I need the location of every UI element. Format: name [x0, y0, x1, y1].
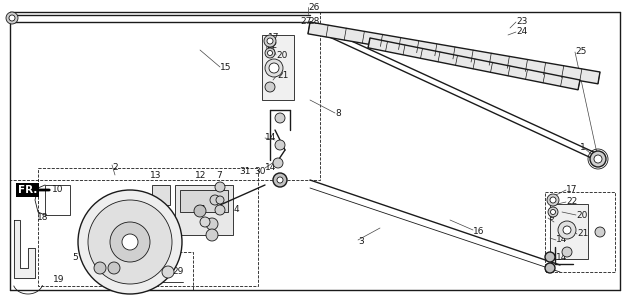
Text: 17: 17: [268, 33, 280, 42]
Circle shape: [108, 262, 120, 274]
Text: 14: 14: [265, 133, 276, 143]
Text: 27: 27: [300, 18, 312, 27]
Text: 13: 13: [150, 170, 161, 179]
Polygon shape: [14, 220, 35, 278]
Text: 21: 21: [277, 71, 289, 80]
Circle shape: [78, 190, 182, 294]
Text: 12: 12: [195, 170, 206, 179]
Circle shape: [265, 59, 283, 77]
Circle shape: [269, 63, 279, 73]
Circle shape: [267, 38, 273, 44]
Text: 14: 14: [265, 164, 276, 173]
Circle shape: [194, 205, 206, 217]
Text: 22: 22: [266, 42, 277, 51]
Circle shape: [94, 262, 106, 274]
Text: 17: 17: [566, 185, 577, 195]
Text: 3: 3: [358, 237, 364, 246]
Circle shape: [275, 113, 285, 123]
Text: 9: 9: [548, 213, 554, 222]
Text: 16: 16: [473, 228, 484, 237]
Circle shape: [265, 48, 275, 58]
Text: 22: 22: [566, 198, 577, 207]
Text: 31: 31: [239, 167, 250, 176]
Circle shape: [210, 195, 220, 205]
Text: 25: 25: [575, 48, 586, 57]
Circle shape: [594, 155, 602, 163]
Circle shape: [206, 229, 218, 241]
Circle shape: [275, 140, 285, 150]
Circle shape: [216, 196, 224, 204]
Circle shape: [545, 252, 555, 262]
Text: 11: 11: [196, 205, 207, 214]
Text: 7: 7: [216, 170, 221, 179]
Text: 2: 2: [112, 164, 118, 173]
Bar: [180, 190, 228, 212]
Circle shape: [215, 205, 225, 215]
Circle shape: [548, 207, 558, 217]
Text: 5: 5: [72, 254, 77, 263]
Bar: [152, 185, 170, 205]
Circle shape: [268, 51, 273, 56]
Text: 6: 6: [90, 254, 96, 263]
Circle shape: [88, 200, 172, 284]
Text: 30: 30: [254, 167, 266, 176]
Circle shape: [9, 15, 15, 21]
Circle shape: [264, 35, 276, 47]
Circle shape: [273, 158, 283, 168]
Text: 19: 19: [53, 275, 65, 285]
Circle shape: [545, 263, 555, 273]
Circle shape: [595, 227, 605, 237]
Circle shape: [6, 12, 18, 24]
Circle shape: [162, 266, 174, 278]
Text: 24: 24: [516, 28, 527, 36]
Text: 23: 23: [516, 18, 527, 27]
Text: 10: 10: [52, 185, 63, 195]
Text: FR.: FR.: [18, 185, 37, 195]
Text: 28: 28: [308, 18, 319, 27]
Text: 20: 20: [276, 51, 287, 60]
Bar: [550, 204, 588, 259]
Text: 4: 4: [234, 205, 239, 214]
Polygon shape: [308, 22, 600, 84]
Circle shape: [550, 210, 556, 214]
Circle shape: [265, 82, 275, 92]
Bar: [45, 185, 70, 215]
Text: 26: 26: [308, 2, 319, 11]
Circle shape: [273, 173, 287, 187]
Circle shape: [215, 182, 225, 192]
Text: 21: 21: [577, 230, 588, 239]
Bar: [148, 252, 193, 290]
Circle shape: [206, 218, 218, 230]
Bar: [262, 35, 294, 100]
Circle shape: [277, 177, 283, 183]
Text: 14: 14: [556, 254, 568, 263]
Bar: [38, 168, 258, 286]
Circle shape: [563, 226, 571, 234]
Circle shape: [562, 247, 572, 257]
Polygon shape: [368, 38, 580, 90]
Circle shape: [590, 151, 606, 167]
Text: 20: 20: [576, 210, 588, 219]
Circle shape: [200, 217, 210, 227]
Circle shape: [558, 221, 576, 239]
Text: 8: 8: [335, 109, 340, 118]
Circle shape: [550, 197, 556, 203]
Text: 1: 1: [580, 144, 586, 152]
Text: 14: 14: [556, 236, 568, 245]
Text: 29: 29: [172, 266, 184, 275]
Bar: [545, 192, 615, 272]
Circle shape: [122, 234, 138, 250]
Circle shape: [547, 194, 559, 206]
Bar: [175, 185, 233, 235]
Bar: [10, 12, 320, 180]
Text: 15: 15: [220, 62, 232, 71]
Circle shape: [110, 222, 150, 262]
Text: 18: 18: [37, 213, 49, 222]
